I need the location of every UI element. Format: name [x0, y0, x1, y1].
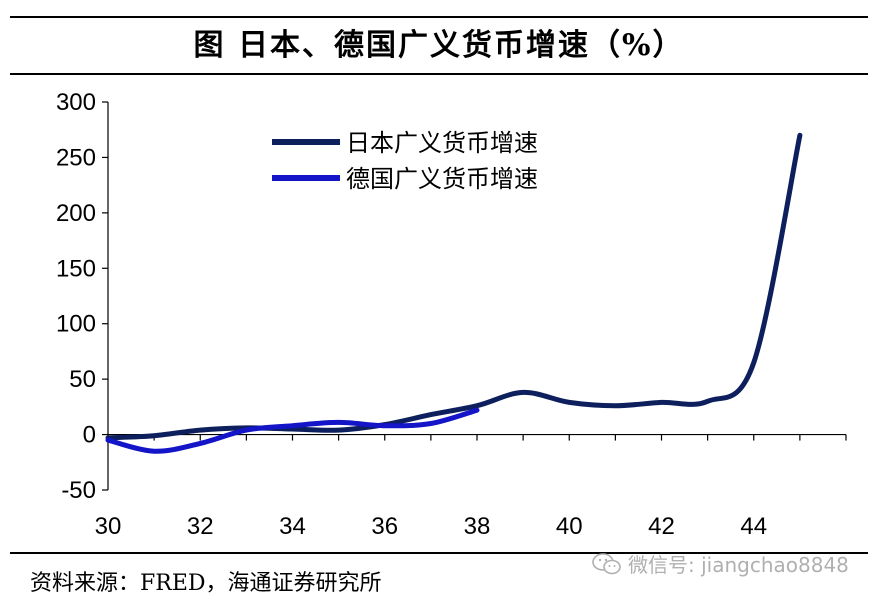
- legend-item-germany: 德国广义货币增速: [346, 165, 538, 193]
- legend-item-japan: 日本广义货币增速: [346, 129, 538, 157]
- wechat-icon: [592, 552, 621, 574]
- x-tick-label: 34: [279, 513, 306, 540]
- x-tick-label: 38: [464, 513, 491, 540]
- chart-title: 图 日本、德国广义货币增速（%）: [193, 28, 685, 63]
- x-tick-label: 30: [95, 513, 122, 540]
- footer-rule: [10, 552, 868, 554]
- y-tick-label: 150: [56, 255, 96, 282]
- x-tick-label: 32: [187, 513, 214, 540]
- y-tick-label: 100: [56, 311, 96, 338]
- x-tick-label: 40: [556, 513, 583, 540]
- title-bottom-rule: [10, 73, 868, 75]
- series-line-germany: [105, 407, 480, 454]
- y-tick-label: 300: [56, 89, 96, 116]
- watermark-text: 微信号: jiangchao8848: [628, 553, 849, 577]
- watermark: 微信号: jiangchao8848: [592, 549, 849, 578]
- y-tick-label: 0: [83, 422, 96, 449]
- y-tick-label: 200: [56, 200, 96, 227]
- y-tick-label: -50: [61, 477, 96, 504]
- x-tick-label: 36: [371, 513, 398, 540]
- title-top-rule: [10, 16, 868, 18]
- x-tick-label: 44: [740, 513, 767, 540]
- x-tick-label: 42: [648, 513, 675, 540]
- y-tick-label: 50: [69, 366, 96, 393]
- source-note: 资料来源：FRED，海通证券研究所: [30, 571, 382, 596]
- chart-series: [105, 132, 803, 454]
- series-line-japan: [105, 132, 803, 441]
- chart-axes: -50 0 50 100 150 200 250 300 30 32 34 36 38 40 42 44: [56, 89, 847, 540]
- line-chart: -50 0 50 100 150 200 250 300 30 32 34 36 38 40 42 44 日本…: [56, 89, 847, 540]
- y-tick-label: 250: [56, 144, 96, 171]
